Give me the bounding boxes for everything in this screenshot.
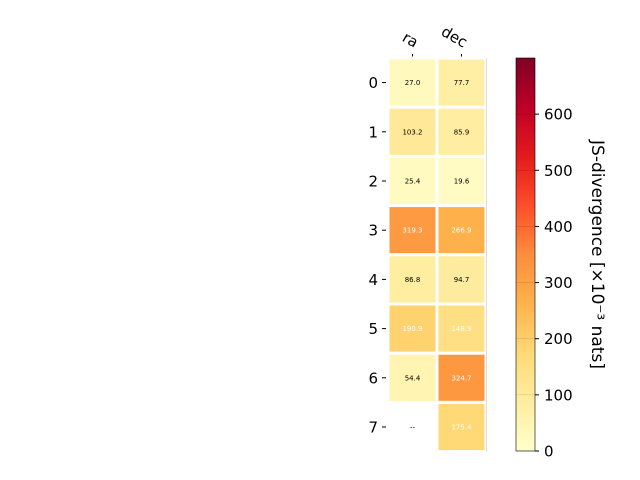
- cell-label-3-0: 319.3: [402, 227, 422, 235]
- row-label-5: 5: [368, 320, 378, 338]
- heatmap-cells: 27.0 77.7 103.2 85.9 25.4 19.6 319.3 266.9 86.8 9…: [386, 56, 488, 454]
- heatmap-cell-2-1: [435, 154, 488, 208]
- column-ticks: ra dec: [399, 22, 471, 58]
- cell-label-7-1: 175.4: [451, 424, 472, 432]
- colorbar-gradient: [515, 57, 536, 452]
- cell-label-0-1: 77.7: [454, 79, 470, 87]
- heatmap-cell-2-0: [386, 154, 439, 208]
- colorbar-tick-label-0: 0: [544, 443, 554, 461]
- colorbar-tick-label-6: 600: [544, 106, 573, 124]
- colorbar-tick-label-5: 500: [544, 162, 573, 180]
- colorbar-tick-label-4: 400: [544, 218, 573, 236]
- heatmap-cell-4-1: [435, 253, 488, 306]
- cell-label-4-0: 86.8: [405, 276, 421, 284]
- cell-label-0-0: 27.0: [405, 79, 421, 87]
- heatmap-cell-3-0: [386, 204, 439, 257]
- heatmap-cell-1-1: [435, 105, 488, 158]
- cell-label-3-1: 266.9: [451, 227, 471, 235]
- row-label-6: 6: [368, 369, 378, 387]
- colorbar: 0 100 200 300 400 500 600 JS-divergence [×10⁻³ …: [515, 57, 607, 461]
- cell-label-2-0: 25.4: [405, 178, 421, 186]
- colorbar-label: JS-divergence [×10⁻³ nats]: [587, 139, 607, 369]
- heatmap-cell-6-1: [435, 351, 488, 404]
- row-label-4: 4: [368, 271, 378, 289]
- column-label-ra: ra: [399, 28, 421, 51]
- cell-label-5-0: 190.9: [402, 325, 422, 333]
- heatmap-cell-0-1: [435, 56, 488, 109]
- row-label-7: 7: [368, 419, 378, 437]
- cell-label-4-1: 94.7: [454, 276, 470, 284]
- row-label-0: 0: [368, 74, 378, 92]
- cell-label-2-1: 19.6: [454, 178, 470, 186]
- row-label-1: 1: [368, 123, 378, 141]
- heatmap-cell-7-1: [435, 400, 488, 454]
- cell-label-1-0: 103.2: [402, 128, 422, 136]
- colorbar-tick-label-3: 300: [544, 274, 573, 292]
- colorbar-tick-label-1: 100: [544, 386, 573, 404]
- cell-label-6-0: 54.4: [405, 374, 421, 382]
- heatmap-cell-4-0: [386, 253, 439, 306]
- cell-label-5-1: 148.9: [451, 325, 471, 333]
- row-label-3: 3: [368, 222, 378, 240]
- column-label-dec: dec: [438, 22, 470, 51]
- row-ticks: 0 1 2 3 4 5 6 7: [368, 74, 386, 437]
- row-label-2: 2: [368, 173, 378, 191]
- cell-label-1-1: 85.9: [454, 128, 470, 136]
- cell-label-7-0: --: [410, 424, 416, 432]
- colorbar-tick-label-2: 200: [544, 330, 573, 348]
- cell-label-6-1: 324.7: [451, 374, 471, 382]
